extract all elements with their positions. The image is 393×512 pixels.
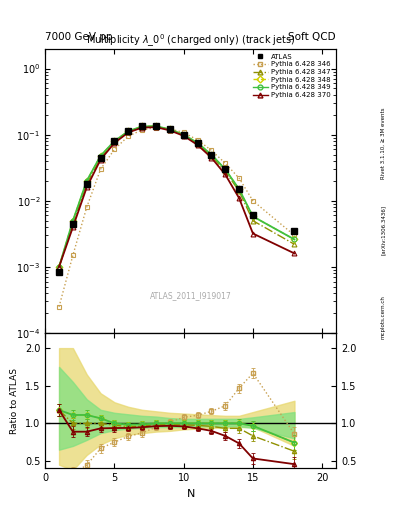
- X-axis label: N: N: [186, 489, 195, 499]
- Text: 7000 GeV pp: 7000 GeV pp: [45, 32, 113, 42]
- Text: [arXiv:1306.3436]: [arXiv:1306.3436]: [381, 205, 386, 255]
- Text: ATLAS_2011_I919017: ATLAS_2011_I919017: [150, 291, 231, 301]
- Y-axis label: Ratio to ATLAS: Ratio to ATLAS: [10, 368, 19, 434]
- Text: Rivet 3.1.10, ≥ 3M events: Rivet 3.1.10, ≥ 3M events: [381, 108, 386, 179]
- Text: Soft QCD: Soft QCD: [288, 32, 336, 42]
- Title: Multiplicity $\lambda\_0^0$ (charged only) (track jets): Multiplicity $\lambda\_0^0$ (charged onl…: [86, 32, 296, 49]
- Legend: ATLAS, Pythia 6.428 346, Pythia 6.428 347, Pythia 6.428 348, Pythia 6.428 349, P: ATLAS, Pythia 6.428 346, Pythia 6.428 34…: [251, 52, 332, 99]
- Text: mcplots.cern.ch: mcplots.cern.ch: [381, 295, 386, 339]
